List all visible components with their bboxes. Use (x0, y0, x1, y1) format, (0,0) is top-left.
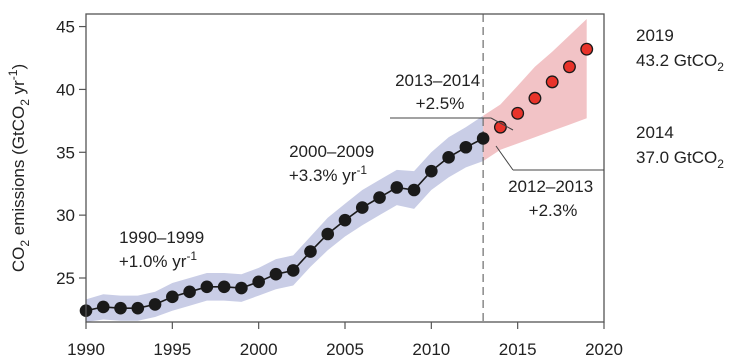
point-1999 (235, 281, 248, 295)
projection-point-2016 (528, 91, 542, 105)
band-historical (86, 115, 484, 322)
x-tick-label-2020: 2020 (585, 340, 623, 359)
point-2013 (476, 132, 490, 145)
annotation-2019: 2019 43.2 GtCO2 (636, 26, 724, 74)
annotation-2012-2013: 2012–2013 +2.3% (508, 177, 598, 220)
point-1998 (217, 280, 231, 294)
y-tick-label-25: 25 (56, 269, 75, 288)
annotation-2000s: 2000–2009 +3.3% yr-1 (289, 142, 379, 185)
point-1997 (200, 280, 214, 294)
x-tick-label-1995: 1995 (153, 340, 191, 359)
point-2008 (390, 181, 404, 194)
y-tick-label-40: 40 (56, 80, 75, 99)
x-tick-label-1990: 1990 (67, 340, 105, 359)
x-axis: 1990 1995 2000 2005 2010 2015 2020 (67, 322, 623, 359)
x-tick-label-2015: 2015 (499, 340, 537, 359)
annotation-2012-2013-pointer (495, 145, 514, 171)
point-2012 (459, 140, 473, 154)
point-1995 (166, 290, 179, 304)
annotation-2013-2014: 2013–2014 +2.5% (395, 71, 485, 113)
point-2001 (269, 267, 283, 281)
projection-point-2019 (580, 42, 594, 56)
y-tick-label-45: 45 (56, 18, 75, 37)
point-2000 (252, 275, 265, 289)
point-2005 (338, 213, 352, 227)
data-points (79, 42, 594, 317)
point-2007 (373, 191, 386, 204)
y-axis: 25 30 35 40 45 (56, 18, 86, 288)
x-tick-label-2005: 2005 (326, 340, 364, 359)
point-2002 (286, 264, 300, 277)
y-axis-label-sub2: 2 (18, 99, 32, 106)
point-1994 (148, 298, 162, 311)
projection-point-2015 (511, 106, 525, 120)
point-2009 (407, 183, 421, 197)
x-tick-label-2000: 2000 (240, 340, 278, 359)
point-1992 (114, 301, 127, 315)
projection-point-2017 (545, 75, 559, 89)
point-2011 (442, 151, 455, 164)
y-tick-label-30: 30 (56, 206, 75, 225)
uncertainty-bands (86, 19, 587, 322)
point-2003 (304, 245, 317, 258)
band-projection (483, 19, 587, 162)
annotation-2014: 2014 37.0 GtCO2 (636, 123, 724, 171)
y-tick-label-35: 35 (56, 143, 75, 162)
x-tick-label-2010: 2010 (412, 340, 450, 359)
point-2006 (355, 201, 369, 214)
annotation-1990s: 1990–1999 +1.0% yr-1 (119, 228, 209, 271)
annotation-2013-2014-pointer (490, 117, 514, 131)
projection-point-2018 (563, 60, 576, 74)
point-2004 (321, 227, 335, 241)
y-axis-label: CO2 emissions (GtCO2 yr-1) (6, 64, 32, 272)
y-axis-label-sub: 2 (18, 240, 32, 247)
point-2010 (425, 164, 438, 178)
point-1993 (131, 301, 145, 315)
y-axis-label-sup: -1 (6, 69, 20, 80)
point-1991 (96, 300, 110, 314)
point-1996 (183, 285, 196, 299)
